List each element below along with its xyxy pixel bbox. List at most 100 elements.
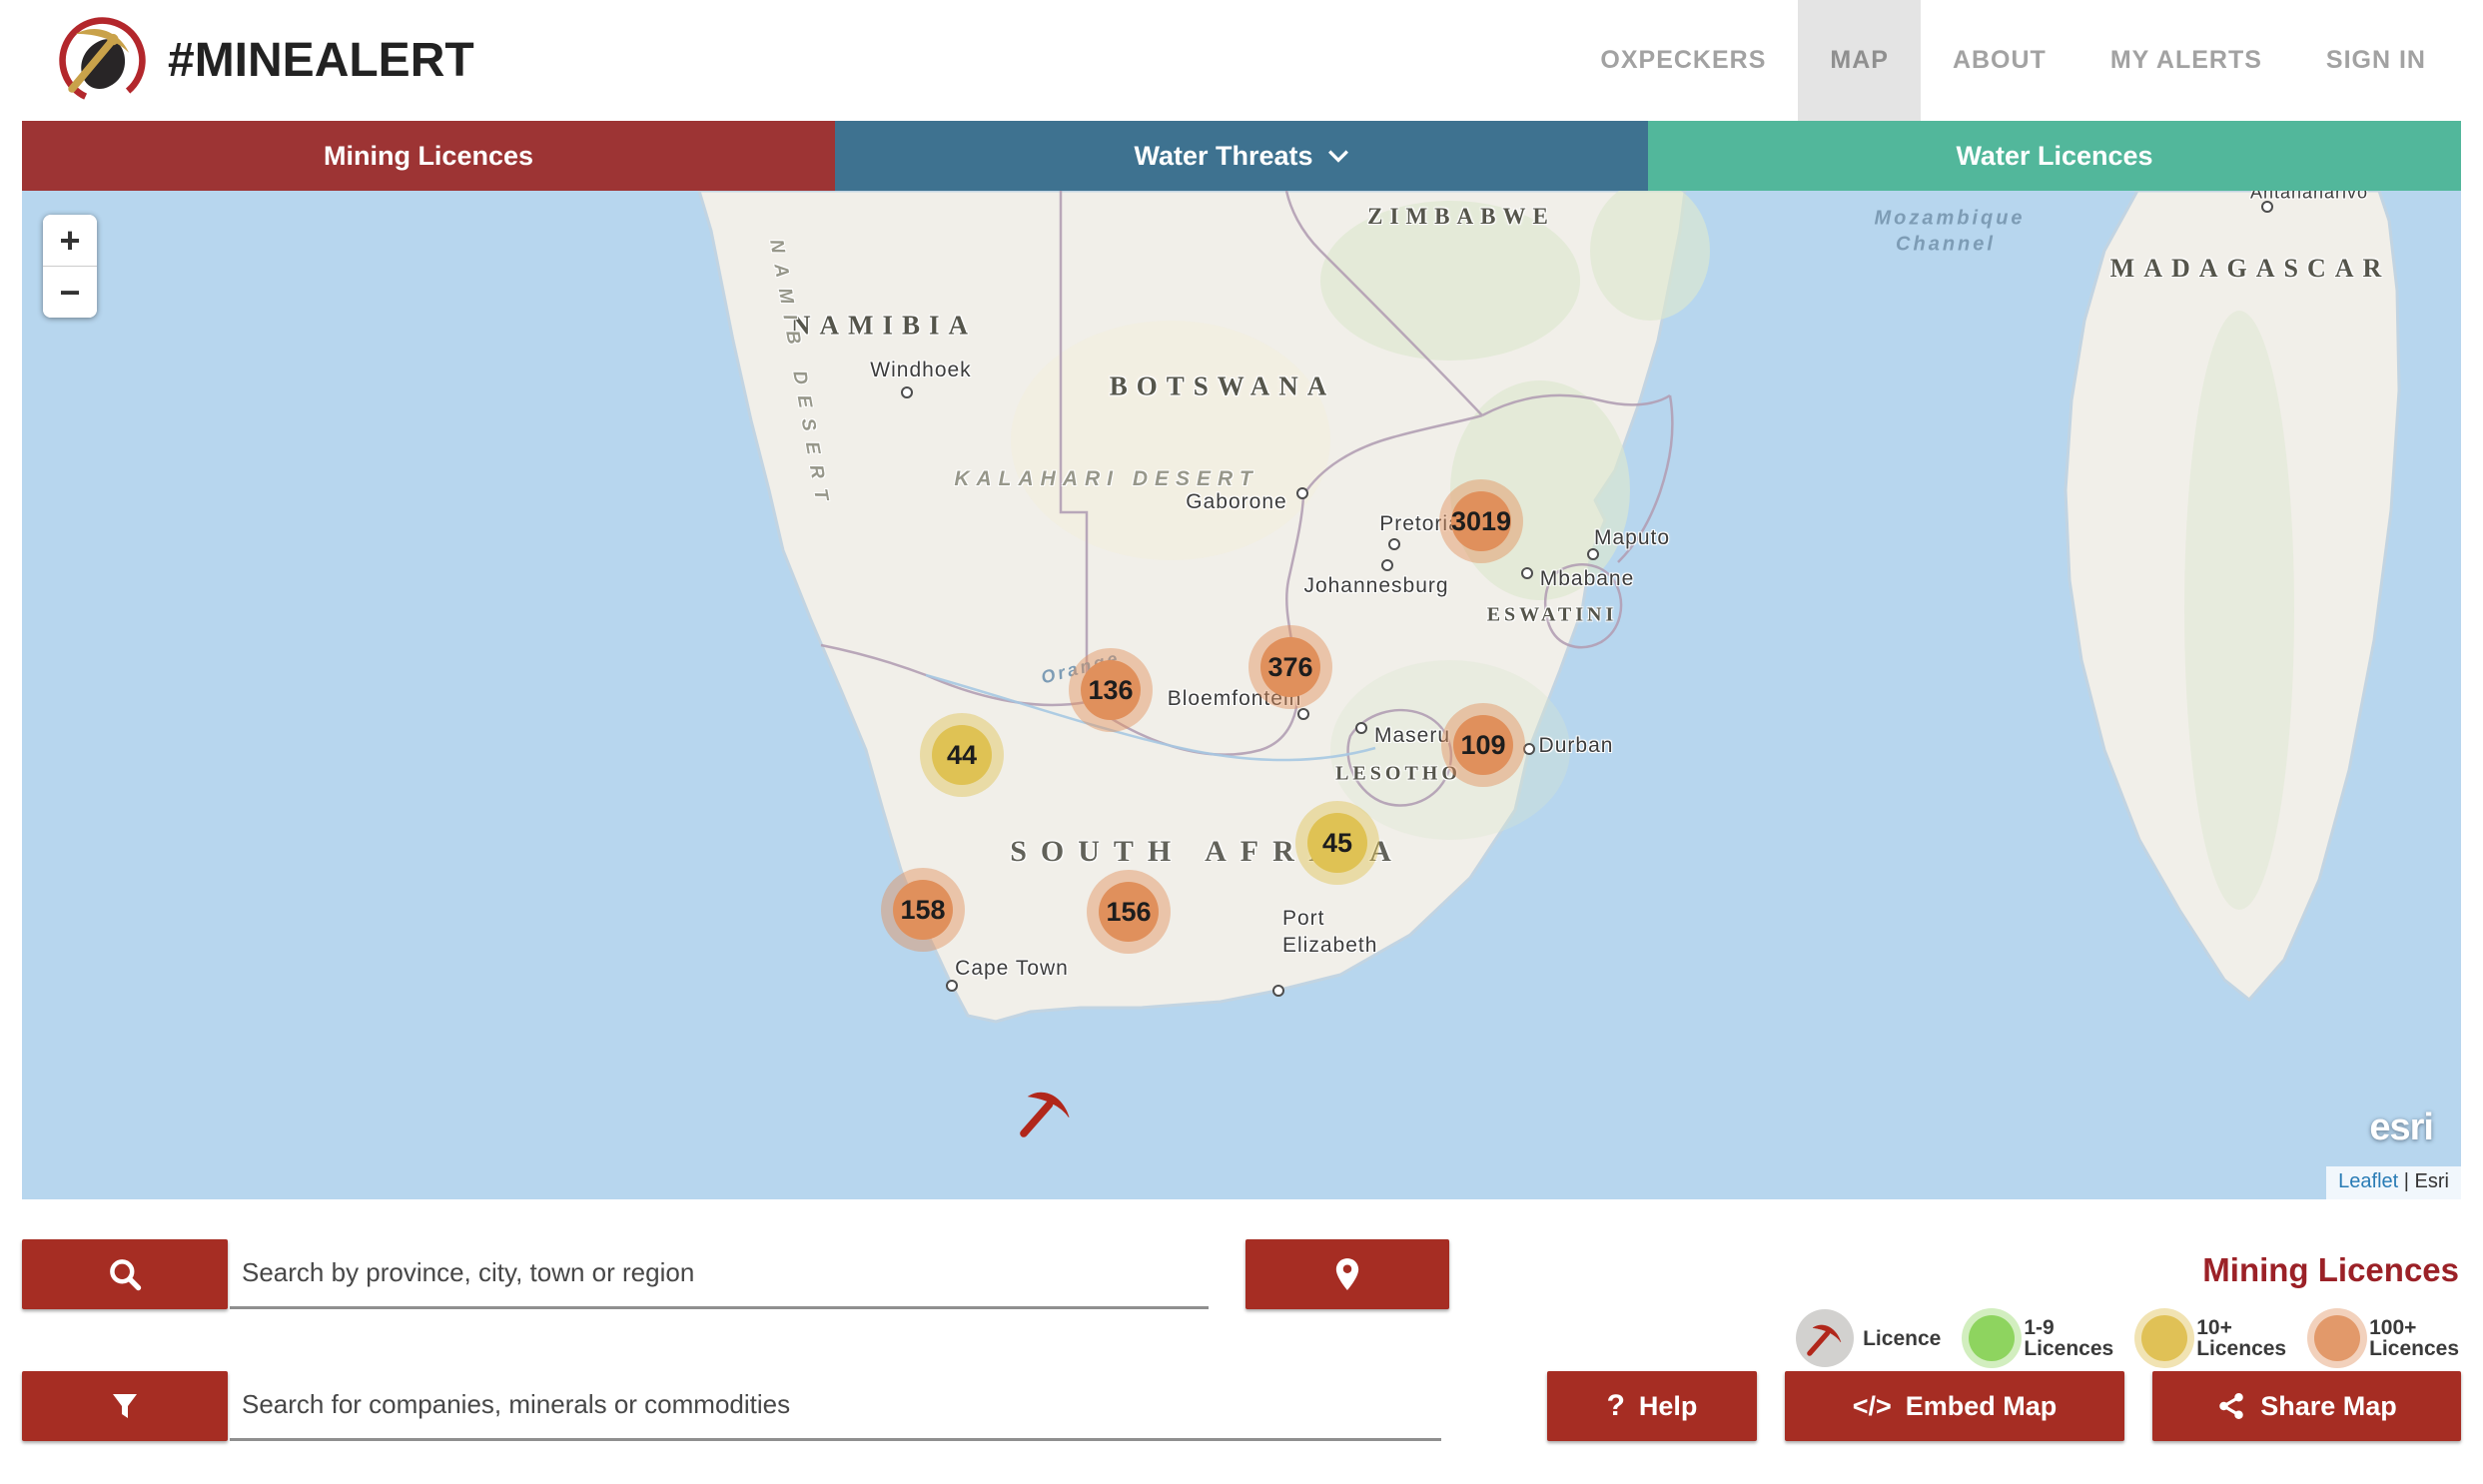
nav-item-about[interactable]: ABOUT — [1952, 46, 2047, 74]
city-label-port-elizabeth-line2: Elizabeth — [1282, 934, 1378, 957]
city-label-port-elizabeth-line1: Port — [1282, 907, 1325, 930]
cluster-count: 158 — [900, 894, 946, 925]
tab-mining-licences[interactable]: Mining Licences — [22, 121, 835, 191]
city-dot-maseru — [1355, 722, 1367, 734]
cluster-count: 45 — [1321, 827, 1353, 858]
legend-swatch-green — [1969, 1315, 2016, 1361]
minealert-logo-icon — [59, 17, 146, 104]
city-dot-antananarivo — [2261, 201, 2273, 213]
search-icon — [110, 1259, 142, 1291]
cluster-marker-3019[interactable]: 3019 — [1439, 479, 1523, 563]
legend-title: Mining Licences — [2202, 1251, 2459, 1288]
main-nav: OXPECKERS MAP ABOUT MY ALERTS SIGN IN — [1568, 0, 2458, 121]
city-label-pretoria: Pretoria — [1379, 512, 1461, 535]
legend-label-line2: Licences — [2369, 1337, 2459, 1360]
city-label-gaborone: Gaborone — [1186, 490, 1287, 513]
city-label-johannesburg: Johannesburg — [1303, 574, 1449, 597]
code-icon: </> — [1852, 1390, 1892, 1421]
cluster-marker-44[interactable]: 44 — [920, 713, 1004, 797]
legend-item-licence: Licence — [1796, 1309, 1941, 1367]
nav-item-oxpeckers[interactable]: OXPECKERS — [1600, 46, 1767, 74]
filter-search-button[interactable] — [22, 1371, 228, 1441]
map-attribution: Leaflet | Esri — [2326, 1166, 2461, 1199]
cluster-count: 3019 — [1450, 505, 1512, 536]
city-dot-port-elizabeth — [1272, 985, 1284, 997]
region-label-kalahari-desert: KALAHARI DESERT — [954, 467, 1259, 490]
legend-label-line2: Licences — [2024, 1337, 2114, 1360]
licence-pickaxe-marker[interactable] — [1017, 1083, 1075, 1140]
legend-label-1-9: 1-9 Licences — [2024, 1317, 2113, 1359]
cluster-marker-45[interactable]: 45 — [1295, 801, 1379, 885]
country-label-lesotho: LESOTHO — [1335, 762, 1461, 785]
tab-water-licences-label: Water Licences — [1956, 140, 2153, 171]
cluster-marker-136[interactable]: 136 — [1069, 648, 1153, 732]
water-label-channel: Channel — [1896, 233, 1996, 256]
layer-tabbar: Mining Licences Water Threats Water Lice… — [22, 121, 2461, 191]
city-dot-windhoek — [901, 386, 913, 398]
company-search-field-wrap — [230, 1371, 1441, 1441]
embed-map-button[interactable]: </> Embed Map — [1785, 1371, 2124, 1441]
city-dot-mbabane — [1521, 567, 1533, 579]
legend-label-100plus: 100+ Licences — [2369, 1317, 2459, 1359]
leaflet-link[interactable]: Leaflet — [2338, 1170, 2399, 1192]
cluster-count: 376 — [1267, 651, 1313, 682]
share-map-button[interactable]: Share Map — [2152, 1371, 2461, 1441]
esri-attribution: Esri — [2414, 1170, 2449, 1192]
country-label-namibia: NAMIBIA — [790, 310, 978, 341]
location-search-button[interactable] — [22, 1239, 228, 1309]
cluster-count: 156 — [1106, 896, 1152, 927]
help-button[interactable]: ? Help — [1547, 1371, 1757, 1441]
legend-label-line2: Licences — [2196, 1337, 2287, 1360]
tab-water-threats-label: Water Threats — [1134, 140, 1313, 171]
question-mark-icon: ? — [1606, 1389, 1625, 1422]
basemap — [697, 191, 2401, 1024]
city-dot-durban — [1523, 743, 1535, 755]
landmass-madagascar — [2064, 191, 2401, 1002]
cluster-marker-376[interactable]: 376 — [1248, 625, 1332, 709]
location-pin-icon — [1335, 1258, 1359, 1290]
city-label-maseru: Maseru — [1373, 724, 1451, 747]
zoom-in-button[interactable]: + — [43, 215, 97, 266]
nav-item-my-alerts[interactable]: MY ALERTS — [2109, 46, 2262, 74]
zoom-out-button[interactable]: − — [43, 267, 97, 318]
legend-item-10plus: 10+ Licences — [2141, 1315, 2286, 1361]
share-icon — [2219, 1393, 2243, 1419]
map-canvas[interactable]: NAMIBIA BOTSWANA ZIMBABWE MADAGASCAR SOU… — [22, 191, 2461, 1199]
bottom-panel: Mining Licences Licence 1-9 Licences 10+ — [0, 1199, 2483, 1484]
orange-river — [925, 673, 1376, 762]
nav-item-map[interactable]: MAP — [1798, 0, 1921, 121]
legend-label-line1: 100+ — [2369, 1316, 2417, 1339]
city-dot-pretoria — [1388, 538, 1400, 550]
cluster-marker-156[interactable]: 156 — [1087, 870, 1171, 954]
tab-water-licences[interactable]: Water Licences — [1648, 121, 2461, 191]
legend-item-100plus: 100+ Licences — [2314, 1315, 2459, 1361]
header: #MINEALERT OXPECKERS MAP ABOUT MY ALERTS… — [0, 0, 2483, 121]
chevron-down-icon — [1327, 150, 1348, 163]
location-search-input[interactable] — [230, 1239, 1209, 1309]
company-search-input[interactable] — [230, 1371, 1441, 1441]
attribution-separator: | — [2403, 1170, 2409, 1192]
zoom-divider — [43, 266, 97, 267]
cluster-marker-109[interactable]: 109 — [1441, 703, 1525, 787]
city-dot-gaborone — [1296, 487, 1308, 499]
city-dot-cape-town — [946, 980, 958, 992]
cluster-marker-158[interactable]: 158 — [881, 868, 965, 952]
legend: Licence 1-9 Licences 10+ Licences 10 — [1796, 1309, 2459, 1367]
legend-label-10plus: 10+ Licences — [2196, 1317, 2286, 1359]
locate-me-button[interactable] — [1245, 1239, 1449, 1309]
city-label-antananarivo-partial: Antananarivo — [2249, 191, 2369, 203]
brand[interactable]: #MINEALERT — [0, 0, 474, 121]
country-label-eswatini: ESWATINI — [1486, 603, 1618, 626]
share-map-button-label: Share Map — [2260, 1390, 2397, 1421]
water-label-mozambique: Mozambique — [1874, 207, 2026, 230]
city-label-windhoek: Windhoek — [870, 359, 972, 381]
nav-item-sign-in[interactable]: SIGN IN — [2325, 46, 2426, 74]
country-label-botswana: BOTSWANA — [1109, 371, 1336, 401]
city-label-maputo: Maputo — [1593, 526, 1671, 549]
city-dot-johannesburg — [1381, 559, 1393, 571]
city-label-cape-town: Cape Town — [955, 957, 1069, 980]
legend-label-line1: 1-9 — [2024, 1316, 2055, 1339]
legend-label-licence: Licence — [1863, 1326, 1942, 1350]
city-label-port-elizabeth: Port Elizabeth — [1282, 905, 1377, 959]
tab-water-threats[interactable]: Water Threats — [835, 121, 1648, 191]
